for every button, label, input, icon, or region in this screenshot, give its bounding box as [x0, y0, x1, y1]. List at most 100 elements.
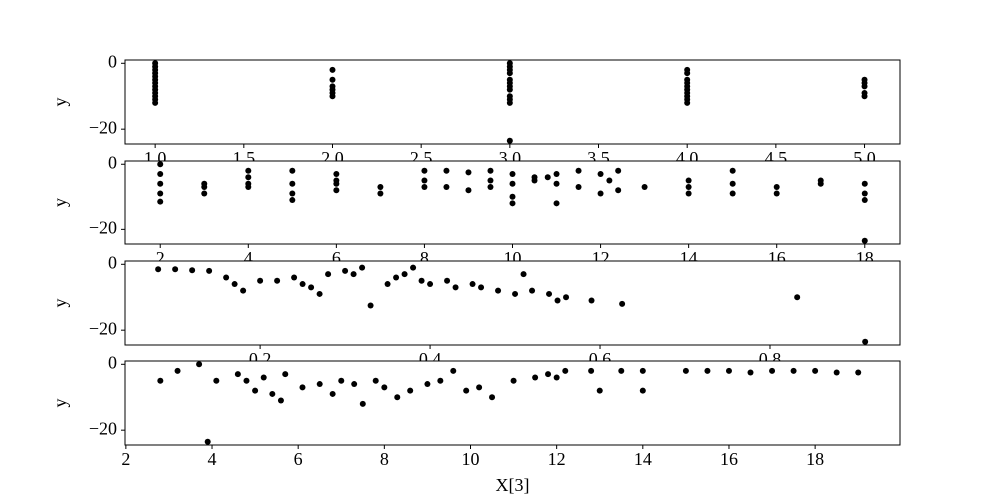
- point: [189, 267, 196, 274]
- point: [152, 99, 159, 106]
- point: [794, 294, 801, 301]
- point: [487, 167, 494, 174]
- point: [329, 390, 336, 397]
- point: [531, 177, 538, 184]
- y-tick-label: 0: [108, 51, 117, 71]
- point: [465, 187, 472, 194]
- point: [394, 394, 401, 401]
- point: [855, 369, 862, 376]
- point: [257, 277, 264, 284]
- point: [401, 271, 408, 278]
- point: [443, 184, 450, 191]
- point: [384, 281, 391, 288]
- y-tick-label: 0: [108, 252, 117, 272]
- point: [329, 93, 336, 100]
- x-axis-label: X[3]: [496, 475, 530, 495]
- point: [299, 384, 306, 391]
- point: [509, 200, 516, 207]
- point: [155, 266, 162, 273]
- point: [325, 271, 332, 278]
- point: [506, 99, 513, 106]
- point: [452, 284, 459, 291]
- point: [509, 180, 516, 187]
- point: [359, 400, 366, 407]
- point: [862, 338, 869, 345]
- point: [157, 161, 164, 168]
- point: [367, 302, 374, 309]
- x-tick-label: 16: [720, 449, 738, 469]
- point: [510, 377, 517, 384]
- y-tick-label: −20: [89, 217, 117, 237]
- point: [282, 371, 289, 378]
- point: [532, 374, 539, 381]
- point: [289, 167, 296, 174]
- point: [289, 180, 296, 187]
- point: [544, 174, 551, 181]
- point: [509, 193, 516, 200]
- x-tick-label: 2: [121, 449, 130, 469]
- point: [546, 290, 553, 297]
- x-tick-label: 18: [806, 449, 824, 469]
- point: [790, 367, 797, 374]
- point: [553, 200, 560, 207]
- point: [553, 171, 560, 178]
- point: [231, 281, 238, 288]
- point: [157, 180, 164, 187]
- point: [206, 267, 213, 274]
- y-tick-label: 0: [108, 152, 117, 172]
- point: [333, 187, 340, 194]
- point: [861, 93, 868, 100]
- point: [342, 267, 349, 274]
- point: [747, 369, 754, 376]
- point: [817, 180, 824, 187]
- point: [529, 287, 536, 294]
- point: [506, 86, 513, 93]
- y-tick-label: −20: [89, 117, 117, 137]
- point: [618, 367, 625, 374]
- point: [274, 277, 281, 284]
- point: [639, 387, 646, 394]
- point: [596, 387, 603, 394]
- point: [260, 374, 267, 381]
- point: [329, 66, 336, 73]
- point: [204, 438, 211, 445]
- point: [289, 190, 296, 197]
- x-tick-label: 4: [208, 449, 217, 469]
- point: [393, 274, 400, 281]
- point: [418, 277, 425, 284]
- point: [641, 184, 648, 191]
- point: [240, 287, 247, 294]
- point: [685, 177, 692, 184]
- point: [157, 171, 164, 178]
- point: [421, 167, 428, 174]
- point: [245, 167, 252, 174]
- point: [223, 274, 230, 281]
- point: [427, 281, 434, 288]
- point: [506, 137, 513, 144]
- point: [359, 264, 366, 271]
- point: [769, 367, 776, 374]
- point: [421, 177, 428, 184]
- point: [619, 300, 626, 307]
- point: [437, 377, 444, 384]
- point: [615, 187, 622, 194]
- point: [201, 184, 208, 191]
- x-tick-label: 6: [332, 248, 341, 268]
- y-tick-label: −20: [89, 318, 117, 338]
- point: [506, 70, 513, 77]
- point: [410, 264, 417, 271]
- point: [269, 390, 276, 397]
- y-tick-label: −20: [89, 418, 117, 438]
- point: [597, 171, 604, 178]
- point: [234, 371, 241, 378]
- point: [463, 387, 470, 394]
- point: [201, 190, 208, 197]
- point: [289, 197, 296, 204]
- point: [421, 184, 428, 191]
- point: [381, 384, 388, 391]
- point: [157, 198, 164, 205]
- point: [174, 367, 181, 374]
- point: [685, 190, 692, 197]
- point: [469, 281, 476, 288]
